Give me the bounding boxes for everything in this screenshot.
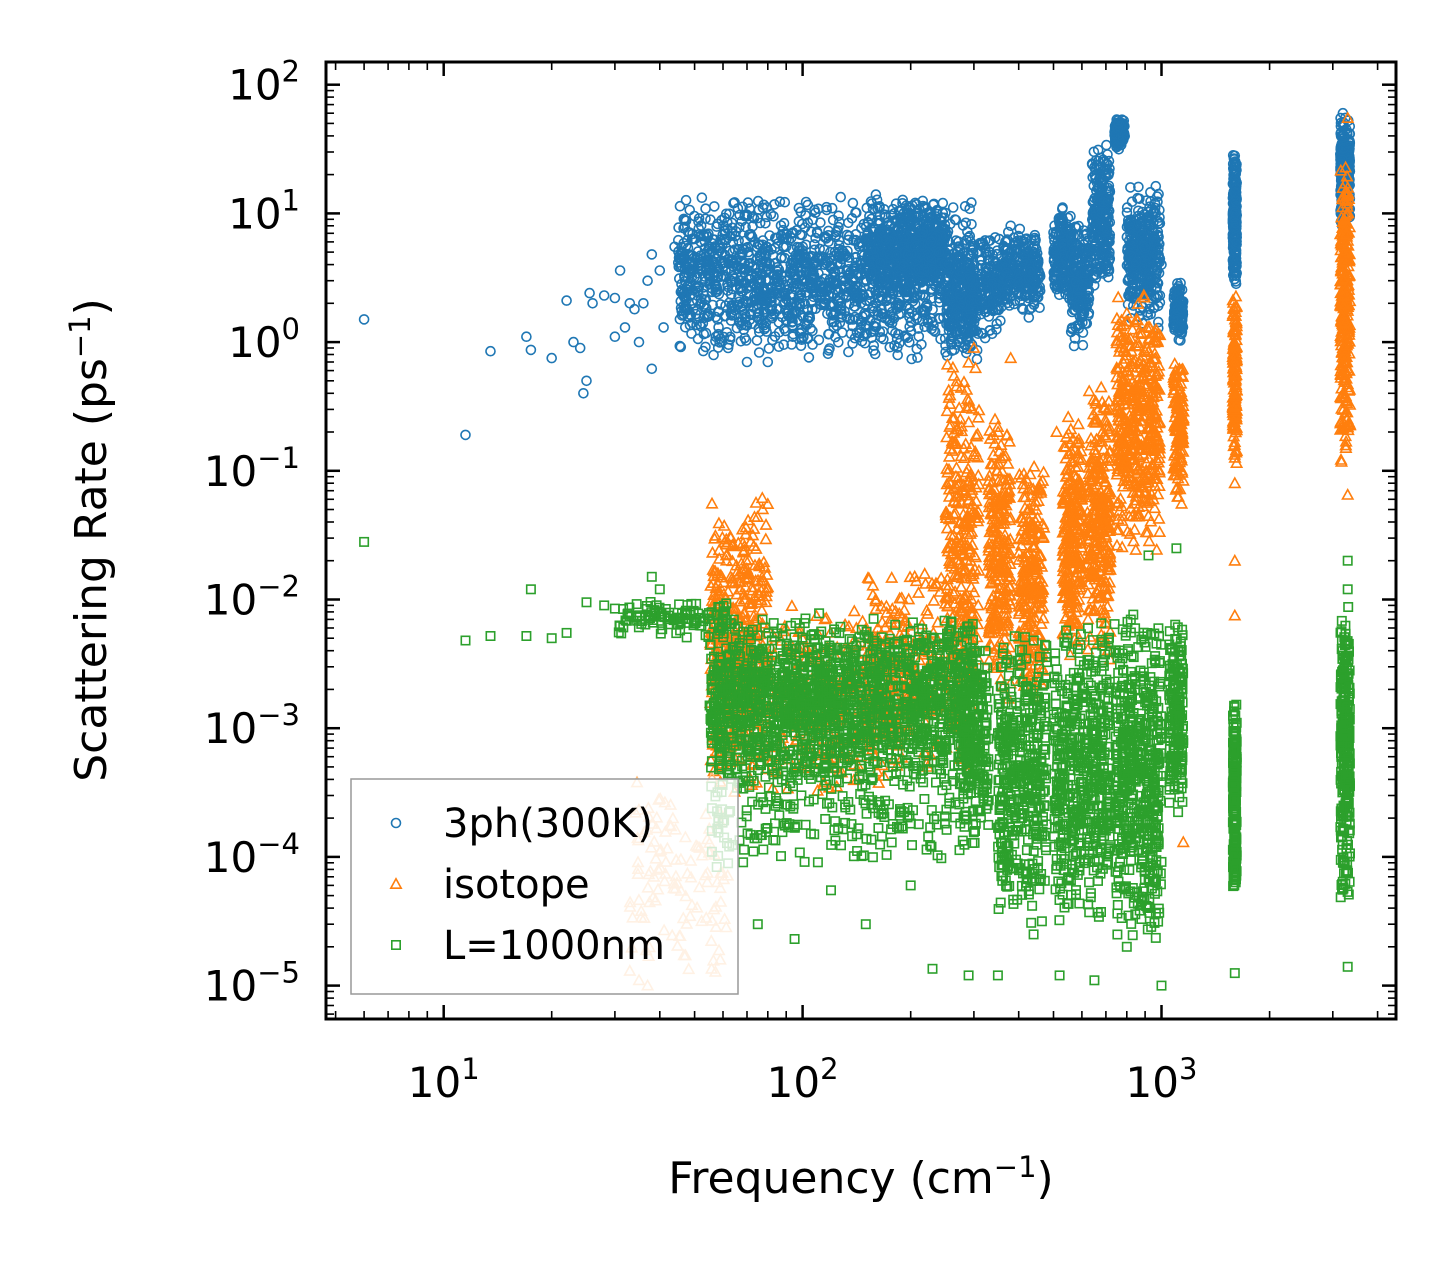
circle-data-point — [754, 255, 766, 266]
circle-data-point — [847, 338, 858, 349]
circle-data-point — [889, 340, 900, 351]
circle-data-point — [598, 290, 610, 301]
circle-data-point — [759, 323, 770, 335]
circle-data-point — [819, 299, 831, 311]
circle-data-point — [658, 322, 669, 333]
circle-data-point — [624, 297, 636, 309]
circle-data-point — [712, 342, 724, 353]
circle-data-point — [760, 322, 772, 333]
circle-data-point — [850, 207, 861, 218]
circle-data-point — [832, 336, 844, 348]
circle-data-point — [633, 336, 645, 348]
circle-data-point — [546, 352, 558, 364]
circle-data-point — [826, 202, 838, 214]
circle-data-point — [971, 353, 983, 365]
circle-data-point — [460, 429, 471, 441]
circle-data-point — [1101, 139, 1112, 151]
circle-data-point — [646, 363, 658, 375]
circle-data-point — [708, 349, 719, 361]
circle-data-point — [561, 295, 572, 306]
circle-data-point — [674, 200, 686, 212]
circle-data-point — [803, 352, 815, 363]
circle-data-point — [708, 201, 720, 212]
circle-data-point — [870, 189, 882, 200]
circle-data-point — [614, 265, 626, 276]
circle-data-point — [693, 223, 705, 234]
triangle-data-point — [755, 491, 769, 504]
circle-data-point — [609, 292, 621, 304]
circle-data-point — [525, 344, 537, 356]
circle-data-point — [609, 331, 621, 343]
triangle-data-point — [705, 496, 719, 509]
circle-data-point — [740, 335, 752, 346]
circle-data-point — [638, 297, 649, 309]
circle-data-point — [813, 334, 825, 346]
triangle-data-point — [749, 542, 763, 554]
circle-data-point — [696, 192, 708, 203]
circle-data-point — [906, 353, 918, 365]
circle-data-point — [684, 204, 696, 216]
circle-data-point — [686, 328, 697, 339]
circle-data-point — [768, 211, 779, 222]
circle-data-point — [692, 333, 704, 345]
circle-data-point — [705, 214, 716, 225]
circle-data-point — [700, 203, 711, 214]
circle-data-point — [574, 342, 586, 354]
circle-data-point — [741, 356, 753, 368]
circle-data-point — [763, 343, 775, 354]
circle-data-point — [800, 251, 811, 263]
triangle-data-point — [759, 532, 773, 545]
circle-data-point — [947, 202, 959, 213]
circle-data-point — [521, 331, 532, 343]
circle-data-point — [774, 196, 786, 207]
circle-data-point — [753, 347, 765, 358]
circle-data-point — [619, 322, 631, 333]
circle-data-point — [358, 314, 370, 325]
circle-data-point — [779, 196, 791, 208]
circle-data-point — [581, 375, 592, 387]
circle-data-point — [771, 232, 783, 244]
circle-data-point — [629, 303, 640, 315]
circle-data-point — [762, 356, 774, 368]
circle-data-point — [847, 197, 859, 209]
circle-data-point — [711, 221, 722, 232]
circle-data-point — [778, 217, 790, 229]
circle-data-point — [485, 345, 496, 357]
circle-data-point — [680, 194, 692, 206]
circle-data-point — [751, 335, 763, 346]
circle-data-point — [841, 311, 853, 322]
circle-data-point — [843, 346, 854, 358]
circle-data-point — [578, 387, 589, 399]
circle-data-point — [726, 275, 737, 287]
data-series-layer — [358, 107, 1357, 991]
circle-data-point — [584, 287, 595, 299]
circle-data-point — [856, 222, 867, 234]
circle-data-point — [966, 219, 977, 230]
circle-data-point — [884, 341, 896, 353]
circle-data-point — [642, 275, 653, 287]
series-3ph-300k- — [358, 107, 1356, 441]
circle-data-point — [892, 349, 904, 361]
circle-data-point — [835, 191, 847, 203]
circle-data-point — [587, 297, 598, 309]
circle-data-point — [807, 339, 818, 350]
circle-data-point — [646, 249, 658, 260]
circle-data-point — [1077, 339, 1089, 351]
circle-data-point — [654, 265, 666, 276]
circle-data-point — [800, 196, 812, 208]
